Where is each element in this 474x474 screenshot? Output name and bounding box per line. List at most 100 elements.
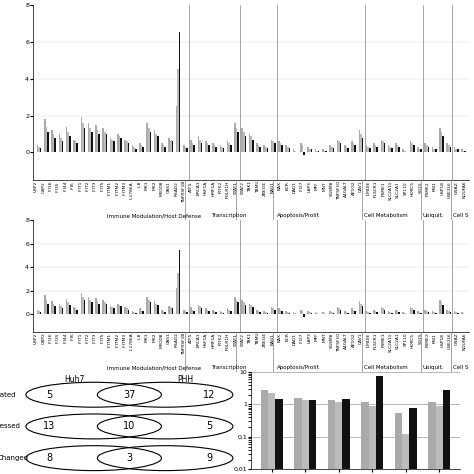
- Bar: [69, 136, 71, 153]
- Text: POLR1H: POLR1H: [226, 333, 230, 350]
- Bar: [259, 312, 261, 314]
- Text: IFIT2: IFIT2: [86, 181, 90, 191]
- Text: RBI1: RBI1: [433, 333, 437, 343]
- Bar: [293, 149, 294, 153]
- Bar: [142, 310, 144, 314]
- Bar: [221, 312, 223, 314]
- Bar: [104, 132, 106, 153]
- Text: RBI1: RBI1: [433, 181, 437, 191]
- Bar: [346, 312, 347, 314]
- Text: BRCA1: BRCA1: [197, 181, 201, 195]
- Bar: [88, 123, 90, 153]
- Bar: [51, 301, 53, 314]
- Bar: [309, 400, 316, 474]
- Bar: [404, 151, 406, 153]
- Text: ATF5: ATF5: [189, 181, 193, 191]
- Bar: [227, 309, 228, 314]
- Bar: [301, 145, 303, 153]
- Bar: [82, 297, 84, 314]
- Bar: [375, 310, 376, 314]
- Text: Ubiquit.: Ubiquit.: [423, 213, 444, 219]
- Bar: [404, 313, 406, 314]
- Bar: [309, 149, 310, 153]
- Bar: [208, 145, 210, 153]
- Bar: [338, 141, 340, 153]
- Bar: [117, 304, 118, 314]
- Text: TNFSF10: TNFSF10: [337, 333, 341, 352]
- Text: STAT1: STAT1: [234, 181, 237, 194]
- Bar: [141, 145, 142, 153]
- Text: HMF1A: HMF1A: [211, 181, 215, 196]
- Bar: [60, 306, 62, 314]
- Bar: [461, 312, 463, 314]
- Bar: [60, 137, 62, 153]
- Bar: [219, 145, 221, 153]
- Bar: [340, 143, 341, 153]
- Text: IFI16: IFI16: [49, 181, 53, 191]
- Bar: [435, 149, 437, 153]
- Bar: [106, 134, 107, 153]
- Text: MYOD8: MYOD8: [160, 333, 164, 348]
- Text: USP2: USP2: [34, 181, 38, 192]
- Bar: [234, 123, 236, 153]
- Bar: [184, 310, 186, 314]
- Text: AP1G2: AP1G2: [352, 181, 356, 195]
- Bar: [271, 307, 273, 314]
- Bar: [413, 145, 415, 153]
- Text: USP2: USP2: [34, 333, 38, 344]
- Bar: [289, 313, 290, 314]
- Bar: [344, 145, 346, 153]
- Bar: [362, 137, 364, 153]
- Bar: [417, 147, 419, 153]
- Bar: [381, 307, 382, 314]
- Text: MNT: MNT: [322, 181, 326, 191]
- Bar: [271, 139, 273, 153]
- Text: ZBEO4: ZBEO4: [263, 333, 267, 347]
- Bar: [293, 312, 294, 314]
- Bar: [97, 130, 99, 153]
- Bar: [223, 148, 224, 153]
- Text: LAP3: LAP3: [308, 181, 311, 192]
- Bar: [199, 306, 201, 314]
- Bar: [157, 305, 158, 314]
- Text: AP1G2: AP1G2: [352, 333, 356, 347]
- Bar: [113, 309, 115, 314]
- Bar: [177, 273, 179, 314]
- Text: IL8: IL8: [137, 181, 141, 187]
- Bar: [110, 306, 111, 314]
- Bar: [388, 145, 390, 153]
- Bar: [207, 143, 208, 153]
- Bar: [40, 312, 41, 314]
- Bar: [161, 310, 163, 314]
- Bar: [397, 310, 398, 314]
- Bar: [261, 390, 268, 474]
- Text: IFI27: IFI27: [300, 333, 304, 343]
- Bar: [402, 434, 410, 474]
- Bar: [395, 310, 397, 314]
- Bar: [274, 143, 275, 153]
- Bar: [367, 147, 369, 153]
- Bar: [344, 310, 346, 314]
- Bar: [410, 141, 411, 153]
- Text: SP110: SP110: [403, 333, 408, 346]
- Text: TNFRSF1B: TNFRSF1B: [182, 181, 186, 203]
- Bar: [258, 145, 259, 153]
- Bar: [329, 145, 331, 153]
- Text: IFI27: IFI27: [300, 181, 304, 191]
- Bar: [38, 310, 40, 314]
- Bar: [324, 151, 325, 153]
- Bar: [176, 106, 177, 153]
- Bar: [214, 145, 216, 153]
- Bar: [463, 151, 464, 153]
- Bar: [411, 143, 413, 153]
- Bar: [433, 312, 435, 314]
- Text: DAD1: DAD1: [292, 181, 297, 193]
- Bar: [424, 310, 426, 314]
- Text: OAS1: OAS1: [167, 181, 171, 192]
- Bar: [62, 141, 64, 153]
- Text: 8: 8: [46, 453, 52, 463]
- Text: MX1: MX1: [145, 181, 149, 191]
- Bar: [95, 298, 97, 314]
- Text: BAX: BAX: [278, 181, 282, 190]
- Bar: [310, 313, 312, 314]
